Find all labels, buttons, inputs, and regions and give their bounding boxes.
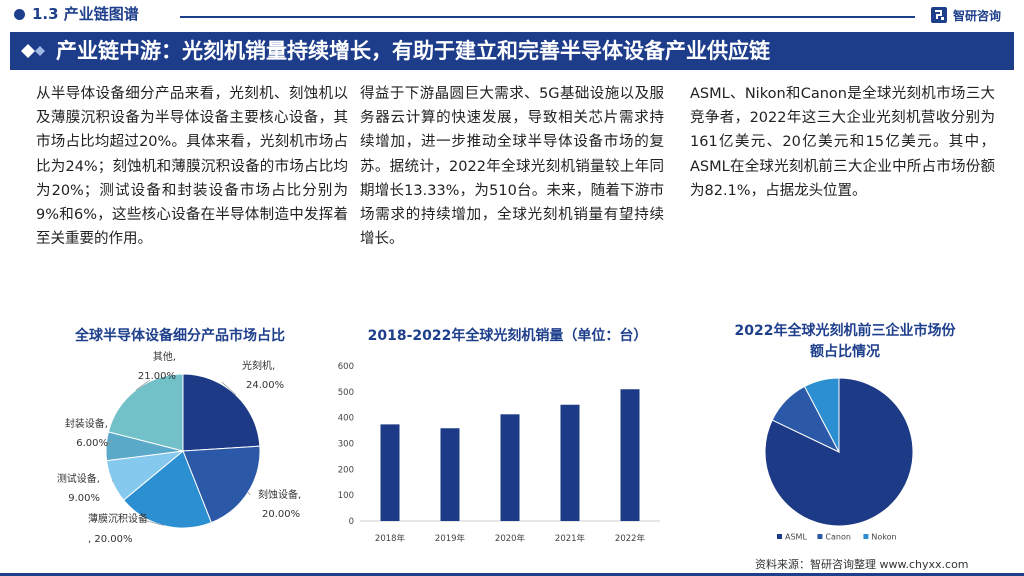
x-tick-label: 2019年 <box>435 533 466 544</box>
pie-slice-2 <box>182 445 261 524</box>
bar-2022年 <box>620 389 640 521</box>
legend-label: Canon <box>825 533 851 542</box>
pie-category-label: 刻蚀设备, <box>258 488 301 501</box>
pie-slice-6 <box>107 373 184 452</box>
pie-leader-line <box>247 492 251 496</box>
pie-value-label: 24.00% <box>246 380 284 391</box>
legend-label: ASML <box>785 533 807 542</box>
pie-leader-line <box>112 479 114 482</box>
paragraph-lithography-sales: 得益于下游晶圆巨大需求、5G基础设施以及服务器云计算的快速发展，导致相关芯片需求… <box>360 86 664 248</box>
y-tick-label: 200 <box>338 465 354 475</box>
pie-leader-line <box>221 381 236 396</box>
share-chart-title: 2022年全球光刻机前三企业市场份 额占比情况 <box>700 321 990 363</box>
bar-2021年 <box>560 404 580 521</box>
pie-slice-3 <box>122 450 212 529</box>
legend-swatch <box>777 534 782 539</box>
pie-category-label: 封装设备, <box>65 417 108 430</box>
legend-label: Nokon <box>871 533 896 542</box>
y-tick-label: 500 <box>338 388 354 398</box>
bar-2018年 <box>380 424 400 521</box>
y-tick-label: 100 <box>338 491 354 501</box>
top-bar: 1.3 产业链图谱 智研咨询 <box>0 0 1024 30</box>
pie-category-label: 薄膜沉积设备 <box>88 512 148 525</box>
pie-leader-line <box>139 518 164 526</box>
bar-chart-title: 2018-2022年全球光刻机销量（单位：台） <box>367 328 648 344</box>
legend-swatch <box>817 534 823 539</box>
share-chart-title-line-2: 额占比情况 <box>810 344 880 360</box>
pie-value-label: 21.00% <box>138 371 176 382</box>
pie-value-label: 6.00% <box>76 438 108 449</box>
pie-value-label: 9.00% <box>68 493 100 504</box>
paragraph-equipment-share: 从半导体设备细分产品来看，光刻机、刻蚀机以及薄膜沉积设备为半导体设备主要核心设备… <box>36 86 348 248</box>
headline-title: 产业链中游：光刻机销量持续增长，有助于建立和完善半导体设备产业供应链 <box>56 39 770 63</box>
brand-logo: 智研咨询 <box>930 5 1001 25</box>
source-note: 资料来源：智研咨询整理 www.chyxx.com <box>755 558 969 571</box>
share-slice-ASML <box>764 377 914 527</box>
diamond-icon <box>21 44 45 58</box>
y-tick-label: 0 <box>349 517 354 527</box>
share-chart-title-line-1: 2022年全球光刻机前三企业市场份 <box>734 323 956 339</box>
legend-swatch <box>863 534 869 539</box>
section-title: 1.3 产业链图谱 <box>32 5 139 23</box>
headline-banner: 产业链中游：光刻机销量持续增长，有助于建立和完善半导体设备产业供应链 <box>10 32 1014 70</box>
y-tick-label: 300 <box>338 440 354 450</box>
pie-slice-4 <box>106 450 185 501</box>
share-slice-Nokon <box>803 377 840 453</box>
x-tick-label: 2020年 <box>495 533 526 544</box>
pie-category-label: 光刻机, <box>242 359 275 372</box>
header-divider <box>180 16 915 18</box>
y-tick-label: 600 <box>338 362 354 372</box>
bar-2019年 <box>440 428 460 521</box>
x-tick-label: 2021年 <box>555 533 586 544</box>
x-tick-label: 2018年 <box>375 533 406 544</box>
y-tick-label: 400 <box>338 414 354 424</box>
pie-category-label: 测试设备, <box>57 472 100 485</box>
pie-chart-title: 全球半导体设备细分产品市场占比 <box>75 328 285 344</box>
section-bullet <box>14 9 25 20</box>
brand-logo-icon <box>931 7 947 23</box>
pie-value-label: , 20.00% <box>88 534 133 545</box>
brand-name: 智研咨询 <box>953 8 1002 23</box>
share-slice-Canon <box>771 385 841 454</box>
pie-slice-5 <box>105 431 184 462</box>
paragraph-top-three-vendors: ASML、Nikon和Canon是全球光刻机市场三大竞争者，2022年这三大企业… <box>690 86 995 199</box>
footer-divider <box>0 573 1024 576</box>
x-tick-label: 2022年 <box>615 533 646 544</box>
pie-value-label: 20.00% <box>262 509 300 520</box>
pie-leader-line <box>135 379 151 391</box>
pie-leader-line <box>105 439 113 447</box>
pie-slice-1 <box>182 373 261 452</box>
bar-2020年 <box>500 414 520 521</box>
pie-category-label: 其他, <box>153 350 176 363</box>
